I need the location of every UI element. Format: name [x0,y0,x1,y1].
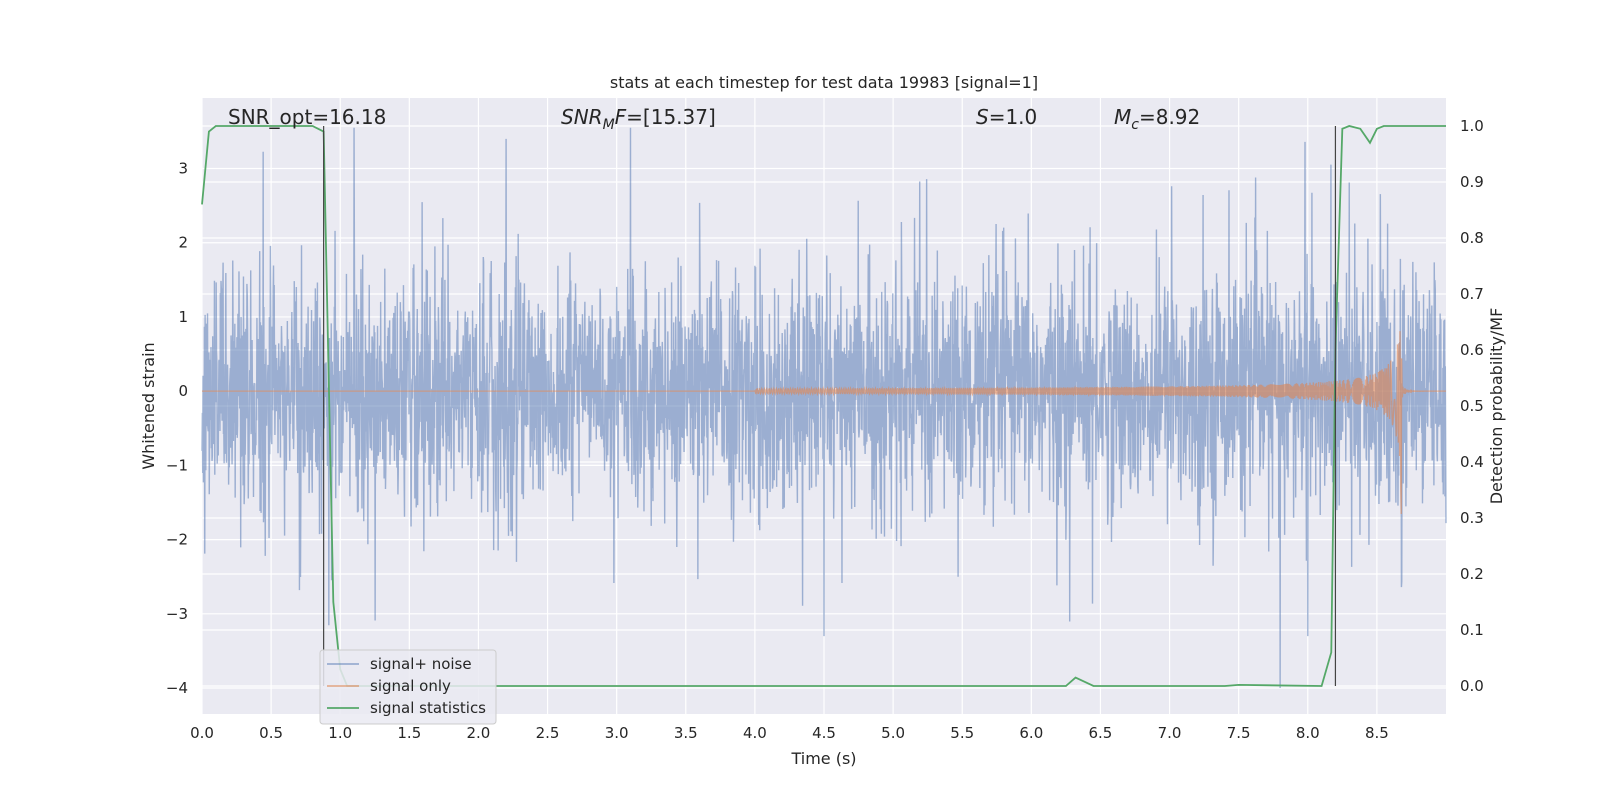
y2-axis-label: Detection probability/MF [1487,308,1506,505]
legend: signal+ noise signal only signal statist… [319,649,497,725]
x-tick-label: 4.0 [743,724,767,742]
x-tick-label: 7.0 [1158,724,1182,742]
y-tick-label: 1 [178,308,188,326]
y-tick-label: −2 [166,531,188,549]
x-tick-label: 8.0 [1296,724,1320,742]
y-tick-label: 0 [178,382,188,400]
y2-tick-label: 1.0 [1460,117,1484,135]
annotation-s: S=1.0 [976,105,1037,129]
x-tick-label: 5.5 [950,724,974,742]
legend-label-signal-noise: signal+ noise [370,655,472,673]
x-tick-label: 3.5 [674,724,698,742]
y2-tick-label: 0.4 [1460,453,1484,471]
y2-tick-label: 0.0 [1460,677,1484,695]
x-tick-label: 0.5 [259,724,283,742]
x-tick-label: 2.5 [536,724,560,742]
series-signal-noise [201,127,1447,689]
series-signal-only [202,331,1446,515]
x-tick-label: 6.5 [1089,724,1113,742]
chart-title: stats at each timestep for test data 199… [610,73,1038,92]
y-tick-label: 2 [178,234,188,252]
x-tick-label: 4.5 [812,724,836,742]
annotation-snr-opt: SNR_opt=16.18 [228,105,386,129]
x-tick-label: 3.0 [605,724,629,742]
y-tick-label: 3 [178,160,188,178]
series-layer [201,125,1447,689]
annotation-snr-mf: SNRMF=[15.37] [561,105,716,133]
legend-label-signal-statistics: signal statistics [370,699,486,717]
x-tick-label: 1.0 [328,724,352,742]
y-tick-label: −4 [166,679,188,697]
y2-axis-ticks: 0.0 0.1 0.2 0.3 0.4 0.5 0.6 0.7 0.8 0.9 1.0 [1460,117,1484,695]
x-tick-label: 5.0 [881,724,905,742]
series-signal-statistics [201,125,1446,687]
vline-layer [323,126,1337,686]
legend-label-signal-only: signal only [370,677,451,695]
y2-tick-label: 0.9 [1460,173,1484,191]
annotation-mc: Mc=8.92 [1114,105,1200,133]
y-tick-label: −1 [166,456,188,474]
y2-tick-label: 0.6 [1460,341,1484,359]
y2-tick-label: 0.2 [1460,565,1484,583]
x-tick-label: 8.5 [1365,724,1389,742]
y2-tick-label: 0.7 [1460,285,1484,303]
x-tick-label: 1.5 [397,724,421,742]
y2-tick-label: 0.1 [1460,621,1484,639]
y2-tick-label: 0.8 [1460,229,1484,247]
y-axis-label: Whitened strain [139,342,158,469]
x-tick-label: 0.0 [190,724,214,742]
x-axis-label: Time (s) [790,749,856,768]
x-tick-label: 7.5 [1227,724,1251,742]
y-tick-label: −3 [166,605,188,623]
legend-frame [319,649,497,725]
y-axis-ticks: −4 −3 −2 −1 0 1 2 3 [166,160,188,698]
y2-tick-label: 0.3 [1460,509,1484,527]
x-axis-ticks: 0.0 0.5 1.0 1.5 2.0 2.5 3.0 3.5 4.0 4.5 5.0 5.5 6.0 6… [190,724,1389,742]
x-tick-label: 2.0 [467,724,491,742]
x-tick-label: 6.0 [1019,724,1043,742]
y2-tick-label: 0.5 [1460,397,1484,415]
